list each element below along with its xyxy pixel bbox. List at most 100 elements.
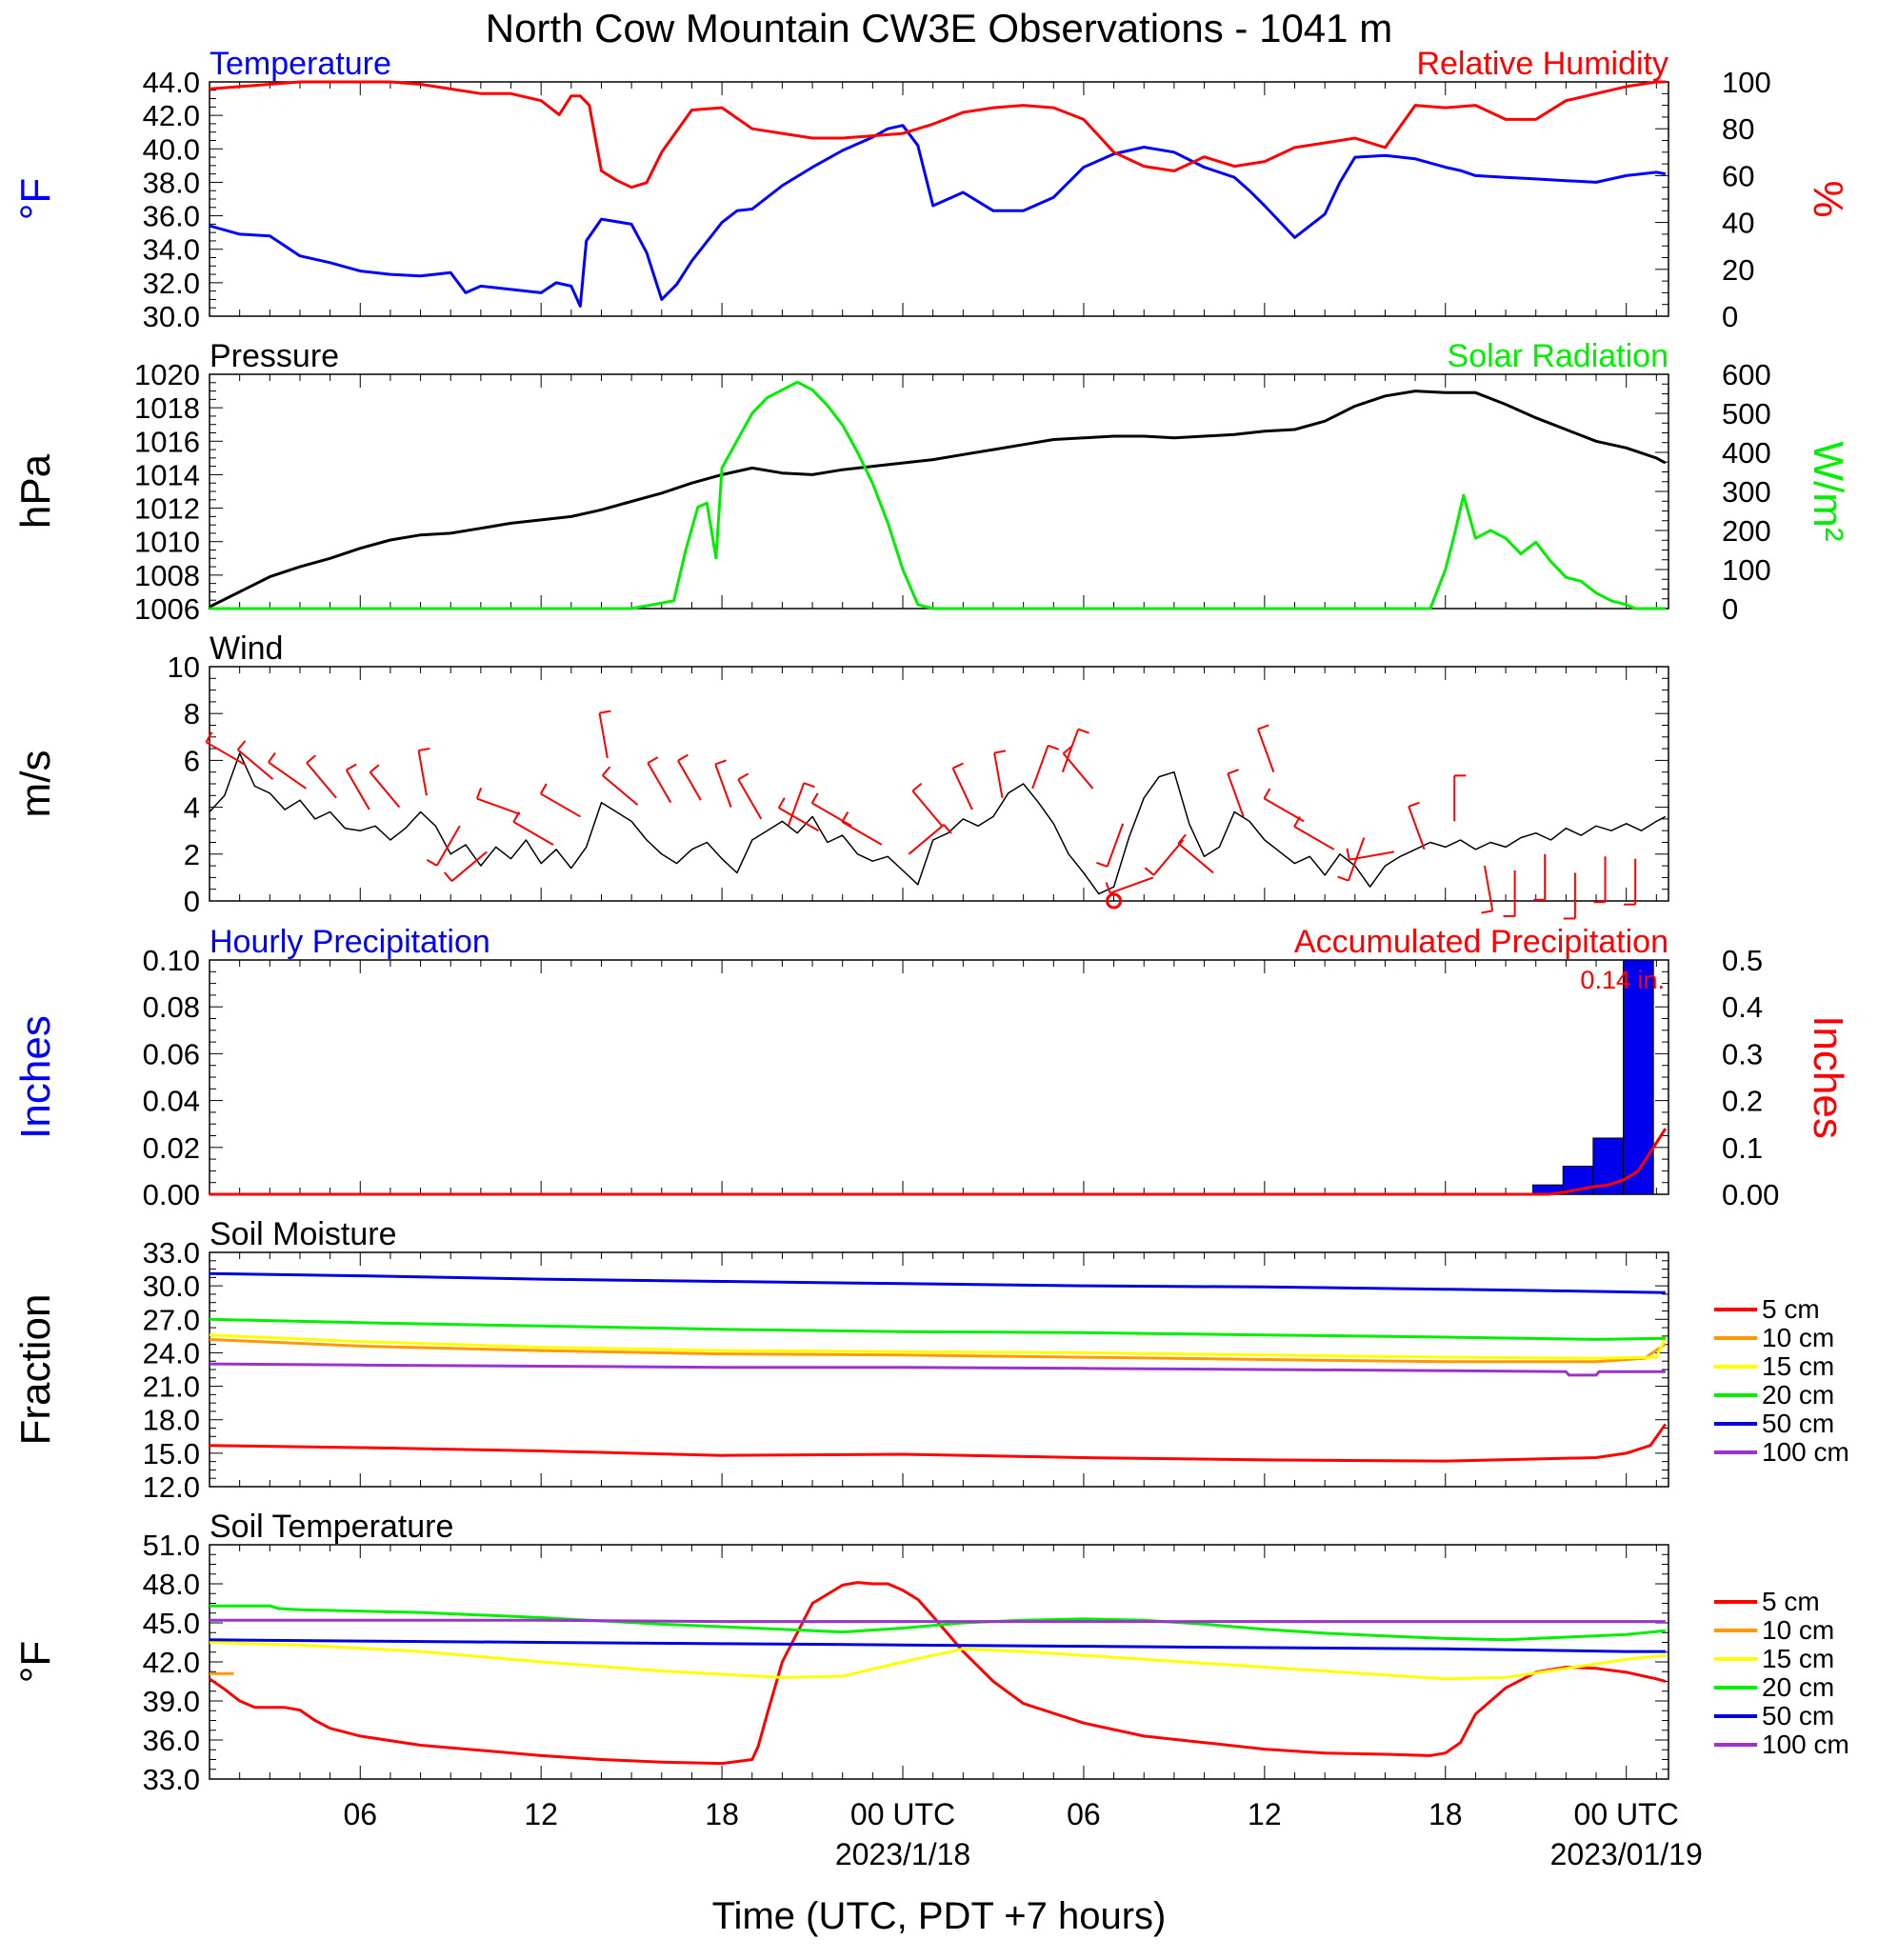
wind-barb: [476, 797, 521, 815]
y-tick-label-left: 36.0: [143, 200, 200, 233]
series-line-15-cm: [209, 1333, 1668, 1360]
y-tick-label-left: 15.0: [143, 1437, 200, 1470]
y-tick-label-left: 1010: [134, 526, 200, 559]
wind-barb-flag: [369, 764, 380, 773]
y-tick-label-left: 1016: [134, 425, 200, 458]
y-tick-label-right: 100: [1722, 553, 1771, 587]
wind-barb: [811, 802, 852, 828]
y-tick-label-left: 1012: [134, 492, 200, 526]
y-tick-label-left: 30.0: [143, 1270, 200, 1303]
wind-barb-flag: [443, 871, 453, 882]
wind-barb: [205, 741, 247, 767]
y-tick-label-left: 0.06: [143, 1037, 200, 1070]
legend-label: 20 cm: [1762, 1672, 1834, 1702]
wind-barb-flag: [1337, 875, 1349, 882]
series-line-solar-radiation: [210, 380, 1666, 610]
y-tick-label-right: 0.1: [1722, 1131, 1763, 1165]
wind-barb-flag: [647, 756, 659, 764]
wind-barb-flag: [426, 858, 438, 867]
wind-barb: [237, 749, 274, 780]
wind-barb-flag: [1293, 815, 1301, 828]
y-tick-label-left: 4: [184, 791, 200, 825]
y-tick-label-left: 10: [168, 650, 200, 684]
wind-barb: [908, 824, 945, 855]
y-tick-label-left: 8: [184, 697, 200, 730]
y-tick-label-left: 1008: [134, 559, 200, 592]
legend-label: 20 cm: [1762, 1380, 1834, 1410]
wind-barb-flag: [943, 824, 952, 834]
x-tick-label: 06: [343, 1797, 377, 1831]
series-line-wind: [209, 752, 1667, 895]
wind-barb-flag: [1048, 744, 1060, 750]
y-tick-label-left: 1014: [134, 458, 200, 491]
y-tick-label-left: 0.08: [143, 990, 200, 1024]
y-axis-label-left: °F: [12, 178, 59, 220]
series-line-5-cm: [209, 1423, 1668, 1463]
y-tick-label-left: 0.02: [143, 1131, 200, 1165]
y-axis-label-right: W/m²: [1805, 441, 1851, 541]
y-tick-label-right: 0.4: [1722, 990, 1763, 1024]
wind-barb: [911, 790, 943, 827]
y-tick-label-left: 12.0: [143, 1470, 200, 1504]
y-tick-label-left: 34.0: [143, 233, 200, 267]
wind-barb: [714, 764, 732, 808]
legend-label: 100 cm: [1762, 1730, 1849, 1759]
panels-group: 30.032.034.036.038.040.042.044.002040608…: [12, 46, 1851, 1871]
wind-barb: [1109, 876, 1154, 894]
wind-barb-flag: [512, 811, 521, 823]
y-tick-label-right: 40: [1722, 207, 1754, 240]
y-axis-label-right: %: [1805, 180, 1851, 217]
wind-barb: [602, 774, 639, 806]
panel-title-right: Accumulated Precipitation: [1294, 924, 1668, 960]
wind-barb-flag: [1408, 801, 1420, 808]
wind-barb-flag: [346, 763, 357, 771]
y-tick-label-left: 0.00: [143, 1178, 200, 1211]
chart-title: North Cow Mountain CW3E Observations - 1…: [486, 6, 1392, 50]
series-line-5-cm: [209, 1581, 1667, 1766]
wind-barb-flag: [601, 766, 611, 776]
wind-barb: [512, 821, 554, 846]
y-tick-label-right: 400: [1722, 436, 1771, 470]
wind-barb-flag: [1227, 769, 1239, 775]
y-tick-label-left: 38.0: [143, 166, 200, 199]
panel-title-right: Solar Radiation: [1448, 338, 1668, 374]
panel-title-left: Hourly Precipitation: [210, 924, 490, 960]
wind-barb-flag: [268, 751, 276, 763]
y-tick-label-left: 18.0: [143, 1404, 200, 1437]
wind-barb: [268, 761, 307, 790]
y-tick-label-left: 27.0: [143, 1303, 200, 1336]
wind-barb: [1061, 729, 1080, 773]
y-axis-label-left: hPa: [12, 453, 59, 529]
y-tick-label-left: 39.0: [143, 1685, 200, 1718]
wind-barb-flag: [714, 759, 727, 766]
panel-soil_temp: 33.0 36.0 39.0 42.0 45.0 48.0 51.0 Soil Tempera…: [12, 1509, 1849, 1871]
wind-barb: [1031, 745, 1049, 790]
wind-barb-flag: [539, 783, 548, 794]
wind-barb-flag: [1077, 728, 1089, 734]
wind-barb-flag: [205, 731, 213, 743]
wind-barb-flag: [952, 762, 964, 770]
wind-barb: [1293, 826, 1335, 850]
wind-barb: [787, 782, 806, 827]
panel-temp_rh: 30.032.034.036.038.040.042.044.0 0 20 40 60 8…: [12, 46, 1851, 333]
y-tick-label-right: 60: [1722, 159, 1754, 192]
plot-frame: [209, 373, 1669, 610]
y-tick-label-left: 24.0: [143, 1336, 200, 1370]
y-tick-label-right: 200: [1722, 514, 1771, 548]
legend-label: 5 cm: [1762, 1294, 1820, 1324]
x-tick-label: 18: [705, 1797, 739, 1831]
calm-wind-marker: [1106, 892, 1123, 910]
panel-title-left: Wind: [210, 630, 283, 667]
y-tick-label-left: 6: [184, 744, 200, 777]
x-axis-title: Time (UTC, PDT +7 hours): [712, 1895, 1167, 1937]
series-line-accumulated-precipitation: [210, 1128, 1668, 1196]
wind-barb-flag: [306, 754, 316, 764]
wind-barb: [1177, 842, 1214, 874]
wind-barb: [540, 792, 581, 818]
y-tick-label-left: 0: [184, 885, 200, 918]
wind-barb-flag: [993, 750, 1007, 754]
wind-barb-flag: [1177, 833, 1187, 845]
y-tick-label-left: 1006: [134, 592, 200, 626]
x-tick-date-label: 2023/01/19: [1550, 1837, 1703, 1871]
